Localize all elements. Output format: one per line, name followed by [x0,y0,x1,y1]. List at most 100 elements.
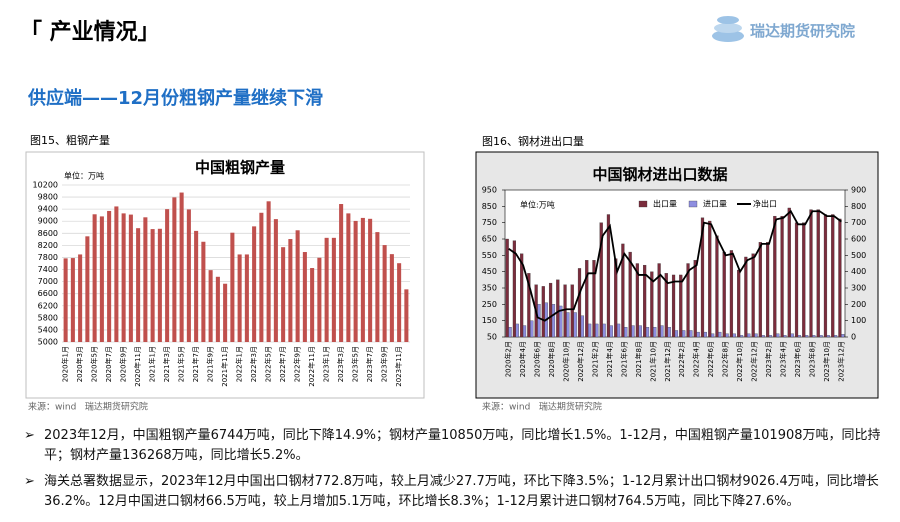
bar [505,238,509,338]
bar [266,201,271,342]
y2-tick-label: 400 [851,267,866,276]
bar [208,270,213,342]
bar [592,260,596,338]
x-tick-label: 2020年9月 [119,346,128,382]
bar [812,335,816,338]
bar [751,253,755,338]
bar [215,276,220,342]
y2-tick-label: 900 [851,186,866,195]
y2-tick-label: 800 [851,202,866,211]
y-tick-label: 650 [482,235,497,244]
bar [136,228,141,342]
bar [78,254,83,342]
bar [360,217,365,342]
x-tick-label: 2021年5月 [177,346,186,382]
bar [739,335,744,338]
bar [368,218,373,342]
legend-label: 净出口 [753,199,777,209]
bar [566,312,570,338]
bar [797,335,802,338]
y-tick-label: 7400 [38,265,58,274]
y2-tick-label: 100 [851,316,866,325]
bar [711,333,715,338]
y-tick-label: 450 [482,267,497,276]
bar [223,283,228,342]
bar [404,289,409,342]
x-tick-label: 2022年8月 [721,341,730,377]
x-tick-label: 2021年8月 [634,341,643,377]
y-tick-label: 8600 [38,229,58,238]
bullet: 2023年12月，中国粗钢产量6744万吨，同比下降14.9%；钢材产量1085… [24,426,900,466]
subtitle: 供应端——12月份粗钢产量继续下滑 [28,88,324,109]
bar [353,220,358,342]
x-tick-label: 2023年12月 [836,341,845,382]
bar [201,241,206,342]
y-tick-label: 8200 [38,241,58,250]
bar [382,245,387,342]
bar [682,330,686,338]
bar [780,215,784,338]
bar [551,304,556,338]
bar [761,335,765,338]
bar [512,240,517,338]
bar [70,258,75,342]
y-tick-label: 850 [482,202,497,211]
y-tick-label: 950 [482,186,497,195]
y-tick-label: 9400 [38,205,58,214]
bar [722,251,726,338]
y-tick-label: 5000 [38,338,58,347]
x-tick-label: 2021年6月 [619,341,628,377]
y-tick-label: 6200 [38,301,58,310]
bullet: 海关总署数据显示，2023年12月中国出口钢材772.8万吨，较上月减少27.7… [24,472,900,512]
bar [588,323,592,338]
bar [657,263,661,338]
y-tick-label: 350 [482,284,497,293]
bar [259,212,264,342]
bar [826,335,830,338]
bar [794,222,799,338]
bar [179,192,184,342]
x-tick-label: 2022年10月 [735,341,744,382]
bar [708,220,712,338]
bar [816,209,820,338]
bar [776,333,780,338]
x-tick-label: 2021年1月 [148,346,157,382]
bar [520,253,524,338]
bar [128,214,133,342]
bar [650,271,654,338]
bar [252,226,257,342]
bar [121,213,126,342]
bar [331,237,336,342]
x-tick-label: 2021年9月 [206,346,215,382]
x-tick-label: 2022年12月 [750,341,759,382]
bar [288,239,293,342]
bar [802,222,806,338]
bar [559,305,563,338]
bar [621,243,625,338]
x-tick-label: 2022年1月 [235,346,244,382]
bar [165,209,170,342]
x-tick-label: 2020年3月 [75,346,84,382]
bar [787,207,791,338]
bar [747,333,751,338]
x-tick-label: 2022年11月 [307,346,316,387]
bar [790,333,794,338]
source: 来源：wind 瑞达期货研究院 [482,401,602,413]
chart-title: 中国粗钢产量 [195,159,285,177]
bar [729,250,734,338]
bar [389,254,394,342]
logo-icon [712,16,744,42]
legend-swatch [638,200,648,208]
x-tick-label: 2020年8月 [547,341,556,377]
x-tick-label: 2023年7月 [365,346,374,382]
bar [823,214,828,338]
bar [765,242,770,338]
bar [674,330,679,338]
x-tick-label: 2020年4月 [518,341,527,377]
bar [527,273,531,338]
y-tick-label: 7000 [38,277,58,286]
bar [732,333,736,338]
bar [686,263,690,338]
x-tick-label: 2023年5月 [351,346,360,382]
